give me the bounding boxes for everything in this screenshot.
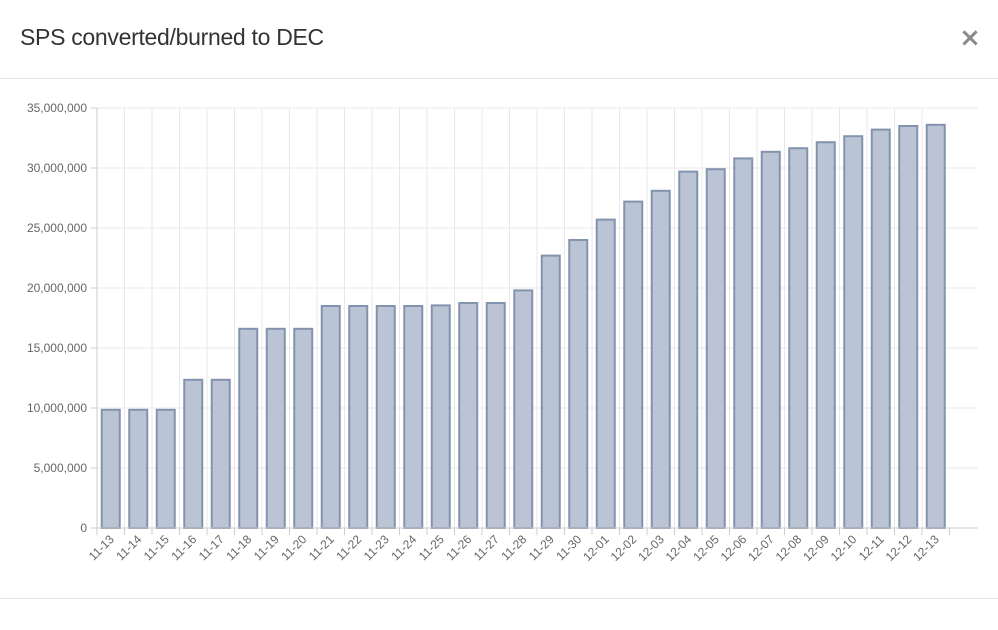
- x-tick-label: 11-19: [251, 532, 282, 563]
- bar-chart: 0 5,000,000 10,000,000 15,000,000 20,000,000…: [27, 101, 978, 564]
- y-tick-label: 10,000,000: [27, 401, 87, 415]
- x-tick-label: 11-26: [443, 532, 474, 563]
- x-tick-label: 11-24: [388, 532, 419, 563]
- bar: [403, 305, 424, 529]
- x-tick-label: 11-27: [471, 532, 502, 563]
- x-tick-label: 12-05: [690, 532, 722, 564]
- bar: [595, 218, 616, 529]
- x-tick-label: 12-12: [883, 532, 915, 564]
- bar: [650, 189, 671, 530]
- bar: [540, 254, 561, 529]
- y-tick-label: 20,000,000: [27, 281, 87, 295]
- x-tick-label: 12-01: [580, 532, 612, 564]
- bar: [705, 168, 726, 529]
- bar: [788, 147, 809, 529]
- x-tick-label: 12-09: [800, 532, 832, 564]
- x-tick-label: 11-25: [416, 532, 447, 563]
- x-tick-label: 11-17: [196, 532, 227, 563]
- x-tick-label: 12-03: [635, 532, 667, 564]
- bar: [485, 302, 506, 529]
- close-button[interactable]: ×: [959, 23, 981, 53]
- x-tick-label: 12-02: [608, 532, 640, 564]
- x-tick-label: 12-08: [773, 532, 805, 564]
- y-tick-label: 0: [80, 521, 87, 535]
- bar: [183, 378, 204, 529]
- bar: [375, 305, 396, 529]
- bar: [898, 125, 919, 529]
- x-tick-label: 11-18: [223, 532, 254, 563]
- bar: [678, 170, 699, 529]
- x-tick-label: 11-20: [278, 532, 309, 563]
- x-tick-label: 11-28: [498, 532, 529, 563]
- y-tick-label: 5,000,000: [34, 461, 88, 475]
- bar: [925, 123, 946, 530]
- bar: [458, 302, 479, 529]
- y-tick-label: 30,000,000: [27, 161, 87, 175]
- bar: [513, 289, 534, 529]
- x-tick-label: 11-29: [526, 532, 557, 563]
- bar: [430, 304, 451, 529]
- x-tick-label: 11-23: [361, 532, 392, 563]
- x-tick-label: 12-13: [910, 532, 942, 564]
- x-tick-label: 12-10: [828, 532, 860, 564]
- x-tick-label: 11-22: [333, 532, 364, 563]
- x-tick-label: 12-04: [663, 532, 695, 564]
- bar: [238, 327, 259, 529]
- x-tick-label: 11-30: [553, 532, 584, 563]
- bar: [210, 378, 231, 529]
- y-tick-label: 35,000,000: [27, 101, 87, 115]
- x-tick-label: 11-21: [306, 532, 337, 563]
- modal-body: 0 5,000,000 10,000,000 15,000,000 20,000,000…: [0, 79, 998, 598]
- y-tick-label: 25,000,000: [27, 221, 87, 235]
- modal-title: SPS converted/burned to DEC: [20, 24, 324, 50]
- bar: [155, 408, 176, 529]
- bar: [843, 135, 864, 529]
- x-tick-label: 11-13: [86, 532, 117, 563]
- bar: [568, 239, 589, 529]
- bar: [348, 305, 369, 529]
- modal-header: SPS converted/burned to DEC ×: [0, 0, 998, 79]
- bar: [733, 157, 754, 530]
- x-tick-label: 12-11: [856, 532, 887, 563]
- bar: [760, 150, 781, 530]
- x-tick-label: 11-14: [113, 532, 144, 563]
- bar: [265, 327, 286, 529]
- modal-footer: [0, 598, 998, 630]
- x-tick-label: 11-16: [168, 532, 199, 563]
- x-tick-label: 12-06: [718, 532, 750, 564]
- bar: [320, 305, 341, 529]
- bar: [293, 327, 314, 529]
- bar: [870, 128, 891, 529]
- bar: [623, 200, 644, 529]
- x-tick-label: 12-07: [745, 532, 777, 564]
- bar: [815, 141, 836, 529]
- x-tick-label: 11-15: [141, 532, 172, 563]
- y-tick-label: 15,000,000: [27, 341, 87, 355]
- bar: [128, 408, 149, 529]
- bar: [100, 408, 121, 529]
